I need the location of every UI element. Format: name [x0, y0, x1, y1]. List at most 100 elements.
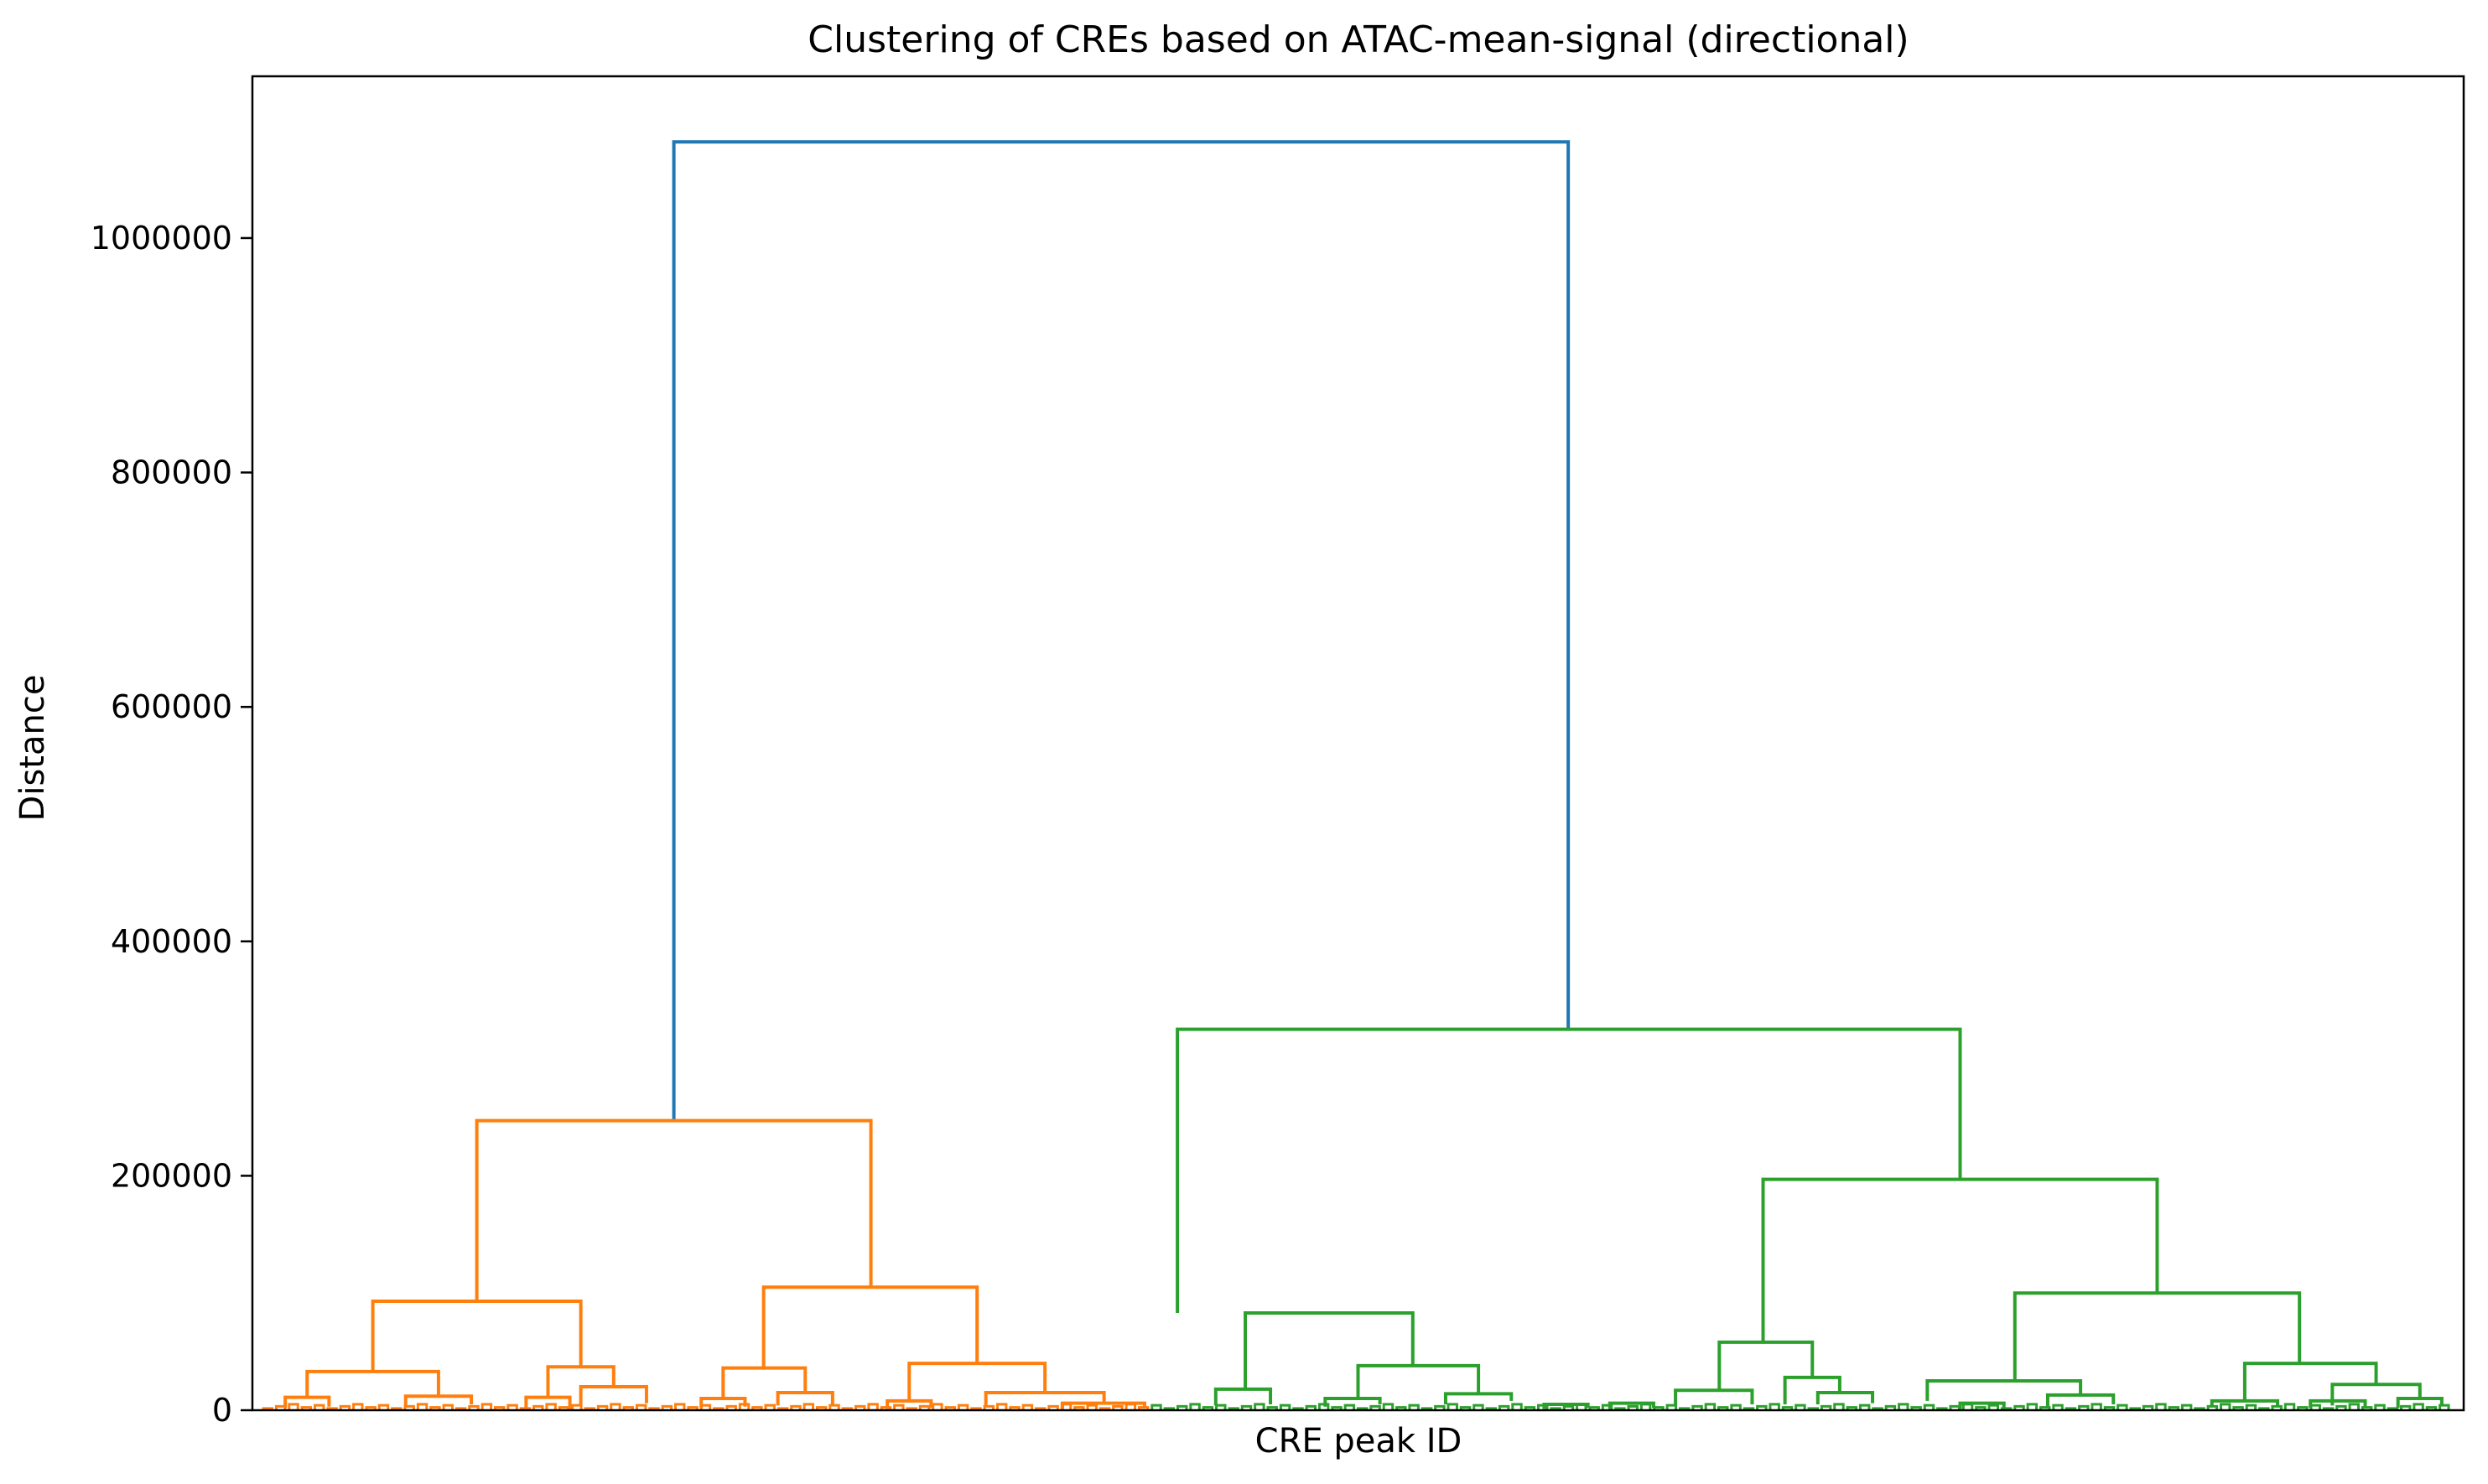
leaf-link	[815, 1406, 828, 1410]
leaf-link	[957, 1404, 969, 1410]
leaf-link	[1781, 1406, 1794, 1410]
leaf-link	[2439, 1404, 2450, 1410]
leaf-link	[2413, 1403, 2424, 1410]
leaf-link	[596, 1404, 609, 1410]
leaf-link	[1382, 1403, 1395, 1410]
leaf-link	[802, 1403, 815, 1410]
leaf-link	[738, 1403, 751, 1410]
leaf-link	[2206, 1404, 2219, 1410]
leaf-link	[1176, 1404, 1188, 1410]
leaf-link	[1588, 1406, 1600, 1410]
leaf-link	[377, 1404, 390, 1410]
leaf-link	[1279, 1404, 1291, 1410]
leaf-link	[1060, 1403, 1073, 1410]
leaf-link	[1769, 1403, 1780, 1410]
leaf-link	[1047, 1404, 1059, 1410]
leaf-link	[2078, 1404, 2090, 1410]
leaf-link	[1949, 1404, 1961, 1410]
leaf-link	[1305, 1404, 1317, 1410]
leaf-link	[300, 1406, 313, 1410]
dendrogram-link	[283, 1395, 331, 1409]
leaf-link	[983, 1404, 995, 1410]
leaf-link	[532, 1404, 544, 1410]
dendrogram-link	[2210, 1398, 2280, 1407]
leaf-link	[288, 1403, 299, 1410]
leaf-link	[2180, 1404, 2193, 1410]
dendrogram-link	[475, 1118, 873, 1301]
y-axis: 0 200000 400000 600000 800000 1000000	[91, 220, 252, 1429]
dendrogram-link	[1176, 1027, 1962, 1313]
leaf-link	[2013, 1404, 2025, 1410]
leaf-link	[790, 1404, 802, 1410]
leaf-link	[2232, 1406, 2244, 1410]
leaf-link	[1266, 1406, 1278, 1410]
leaf-link	[1691, 1404, 1703, 1410]
dendrogram-link	[2045, 1393, 2116, 1407]
leaf-link	[1240, 1404, 1253, 1410]
leaf-link	[1833, 1403, 1845, 1410]
leaf-link	[687, 1406, 699, 1410]
dendrogram-link	[1323, 1397, 1382, 1407]
leaf-link	[944, 1406, 956, 1410]
dendrogram-link	[1761, 1177, 2159, 1342]
leaf-link	[1576, 1403, 1587, 1410]
leaf-link	[1009, 1406, 1021, 1410]
leaf-link	[1189, 1403, 1201, 1410]
leaf-link	[558, 1406, 570, 1410]
leaf-link	[2052, 1404, 2064, 1410]
dendrogram-link	[403, 1394, 474, 1406]
leaf-link	[1975, 1406, 1987, 1410]
dendrogram-link	[2330, 1383, 2422, 1406]
dendrogram-link	[1925, 1379, 2083, 1401]
leaf-link	[674, 1403, 686, 1410]
dendrogram-link	[699, 1397, 747, 1409]
leaf-link	[1021, 1404, 1034, 1410]
leaf-link	[2400, 1404, 2412, 1410]
leaf-link	[1151, 1404, 1162, 1410]
leaf-link	[416, 1403, 429, 1410]
leaf-link	[1498, 1404, 1510, 1410]
leaf-link	[1473, 1404, 1484, 1410]
leaf-link	[480, 1403, 493, 1410]
leaf-link	[403, 1404, 415, 1410]
leaf-link	[1961, 1403, 1974, 1410]
leaf-link	[661, 1404, 673, 1410]
leaf-link	[622, 1406, 635, 1410]
chart-title: Clustering of CREs based on ATAC-mean-si…	[808, 18, 1909, 61]
dendrogram-link	[984, 1391, 1106, 1406]
leaf-link	[2309, 1404, 2321, 1410]
dendrogram-link	[721, 1366, 808, 1399]
dendrogram-link	[761, 1285, 979, 1368]
dendrogram-link	[886, 1398, 933, 1409]
leaf-link	[893, 1404, 905, 1410]
leaf-link	[751, 1406, 763, 1410]
leaf-link	[1511, 1403, 1523, 1410]
leaf-link	[2348, 1403, 2361, 1410]
leaf-link	[1331, 1406, 1343, 1410]
leaf-link	[352, 1403, 364, 1410]
leaf-link	[1254, 1403, 1265, 1410]
dendrogram-link	[1356, 1363, 1481, 1399]
leaf-link	[1317, 1403, 1330, 1410]
leaf-link	[442, 1404, 454, 1410]
leaf-link	[1537, 1404, 1549, 1410]
dendrogram-link	[1717, 1340, 1815, 1391]
leaf-link	[635, 1404, 647, 1410]
leaf-link	[1434, 1404, 1446, 1410]
dendrogram-link	[2396, 1397, 2444, 1409]
leaf-link	[429, 1406, 441, 1410]
leaf-link	[494, 1406, 506, 1410]
leaf-link	[764, 1404, 776, 1410]
dendrogram-link	[546, 1365, 616, 1398]
leaf-link	[2117, 1404, 2128, 1410]
leaf-link	[1627, 1404, 1639, 1410]
leaf-link	[2103, 1406, 2116, 1410]
leaf-link	[545, 1403, 557, 1410]
leaf-link	[2425, 1406, 2438, 1410]
leaf-link	[2297, 1406, 2309, 1410]
leaf-link	[1073, 1406, 1085, 1410]
leaf-link	[1795, 1404, 1806, 1410]
leaf-link	[854, 1404, 866, 1410]
leaf-link	[2091, 1403, 2102, 1410]
